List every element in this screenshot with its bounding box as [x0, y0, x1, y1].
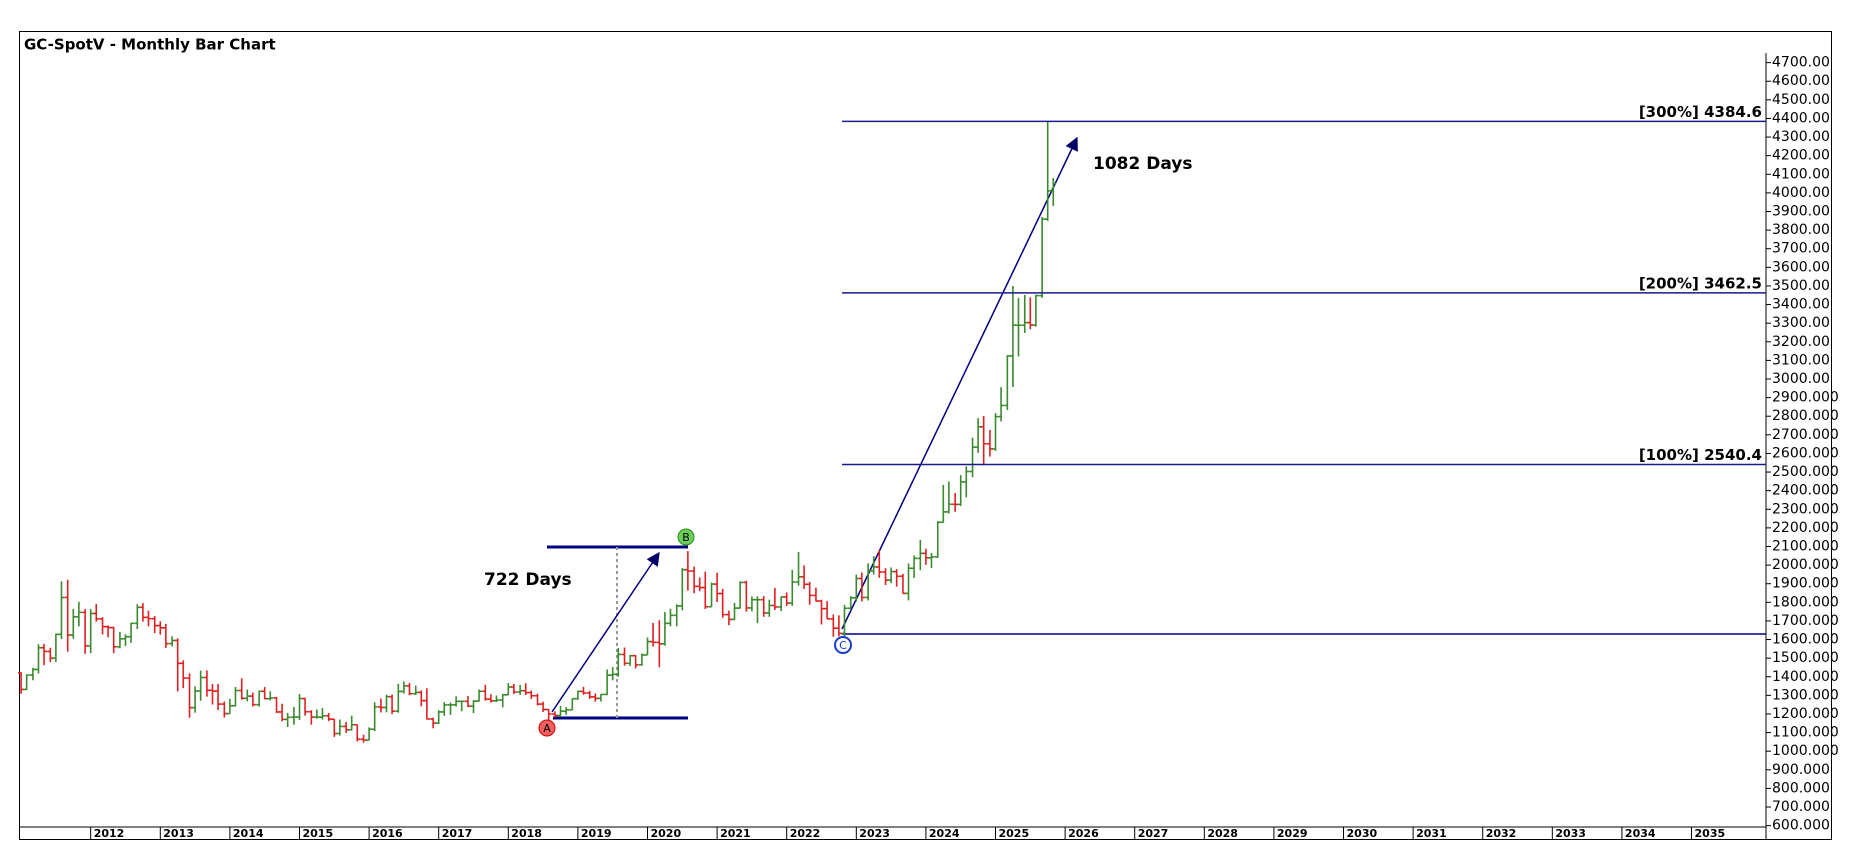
y-tick-label: 1200.000 [1772, 706, 1839, 722]
x-tick-label: 2015 [302, 827, 333, 840]
y-tick-label: 1300.000 [1772, 687, 1839, 703]
y-tick-label: 4100.00 [1772, 166, 1830, 182]
x-tick-label: 2034 [1625, 827, 1656, 840]
point-label: C [839, 639, 847, 652]
y-tick-label: 3900.00 [1772, 204, 1830, 220]
y-tick-label: 3800.00 [1772, 222, 1830, 238]
x-tick-label: 2028 [1207, 827, 1238, 840]
y-tick-label: 2100.000 [1772, 538, 1839, 554]
x-tick-label: 2012 [94, 827, 125, 840]
x-tick-label: 2030 [1347, 827, 1378, 840]
x-tick-label: 2029 [1277, 827, 1308, 840]
level-label: [300%] 4384.6 [1639, 103, 1762, 121]
y-tick-label: 2900.000 [1772, 390, 1839, 406]
x-tick-label: 2021 [720, 827, 751, 840]
y-tick-label: 4300.00 [1772, 129, 1830, 145]
y-tick-label: 3700.00 [1772, 241, 1830, 257]
x-tick-label: 2020 [651, 827, 682, 840]
point-marker [677, 528, 695, 546]
y-tick-label: 1700.000 [1772, 613, 1839, 629]
y-tick-label: 4400.00 [1772, 110, 1830, 126]
y-tick-label: 3400.00 [1772, 297, 1830, 313]
x-tick-label: 2019 [581, 827, 612, 840]
x-tick-label: 2017 [442, 827, 473, 840]
days-annotation: 1082 Days [1093, 154, 1193, 174]
y-tick-label: 1100.000 [1772, 725, 1839, 741]
y-tick-label: 700.000 [1772, 799, 1830, 815]
y-tick-label: 2200.000 [1772, 520, 1839, 536]
y-tick-label: 1500.000 [1772, 650, 1839, 666]
y-tick-label: 2600.000 [1772, 445, 1839, 461]
price-bars [18, 122, 1057, 743]
y-tick-label: 3100.00 [1772, 352, 1830, 368]
x-tick-label: 2016 [372, 827, 403, 840]
chart-title: GC-SpotV - Monthly Bar Chart [24, 36, 276, 54]
x-tick-label: 2027 [1138, 827, 1169, 840]
y-tick-label: 3600.00 [1772, 259, 1830, 275]
y-tick-label: 4000.00 [1772, 185, 1830, 201]
level-label: [200%] 3462.5 [1639, 274, 1762, 292]
x-tick-label: 2014 [233, 827, 264, 840]
plot-frame [19, 31, 1832, 840]
y-tick-label: 1400.000 [1772, 669, 1839, 685]
x-tick-label: 2031 [1416, 827, 1447, 840]
days-annotation: 722 Days [484, 570, 572, 590]
y-tick-label: 4500.00 [1772, 92, 1830, 108]
x-tick-label: 2018 [511, 827, 542, 840]
y-tick-label: 3200.00 [1772, 334, 1830, 350]
y-tick-label: 1600.000 [1772, 632, 1839, 648]
y-tick-label: 800.000 [1772, 780, 1830, 796]
x-tick-label: 2022 [790, 827, 821, 840]
y-tick-label: 4200.00 [1772, 148, 1830, 164]
point-marker [834, 636, 852, 654]
y-tick-label: 1000.000 [1772, 743, 1839, 759]
level-label: [100%] 2540.4 [1639, 446, 1762, 464]
y-tick-label: 3300.00 [1772, 315, 1830, 331]
point-marker [538, 719, 556, 737]
y-tick-label: 2700.000 [1772, 427, 1839, 443]
y-tick-label: 4700.00 [1772, 55, 1830, 71]
x-tick-label: 2025 [999, 827, 1030, 840]
y-tick-label: 1900.000 [1772, 576, 1839, 592]
y-tick-label: 900.000 [1772, 762, 1830, 778]
y-tick-label: 2500.000 [1772, 464, 1839, 480]
y-tick-label: 600.000 [1772, 818, 1830, 834]
point-label: B [682, 531, 690, 544]
y-tick-label: 3000.00 [1772, 371, 1830, 387]
x-tick-label: 2035 [1695, 827, 1726, 840]
point-label: A [543, 722, 551, 735]
x-tick-label: 2024 [929, 827, 960, 840]
y-tick-label: 3500.00 [1772, 278, 1830, 294]
ab-arrow [551, 551, 660, 713]
y-tick-label: 2000.000 [1772, 557, 1839, 573]
x-tick-label: 2033 [1555, 827, 1586, 840]
y-tick-label: 2400.000 [1772, 483, 1839, 499]
y-tick-label: 2300.000 [1772, 501, 1839, 517]
y-tick-label: 2800.000 [1772, 408, 1839, 424]
x-tick-label: 2013 [163, 827, 194, 840]
x-tick-label: 2026 [1068, 827, 1099, 840]
x-tick-label: 2032 [1486, 827, 1517, 840]
c-arrow [841, 136, 1078, 630]
y-tick-label: 1800.000 [1772, 594, 1839, 610]
y-tick-label: 4600.00 [1772, 73, 1830, 89]
x-tick-label: 2023 [859, 827, 890, 840]
